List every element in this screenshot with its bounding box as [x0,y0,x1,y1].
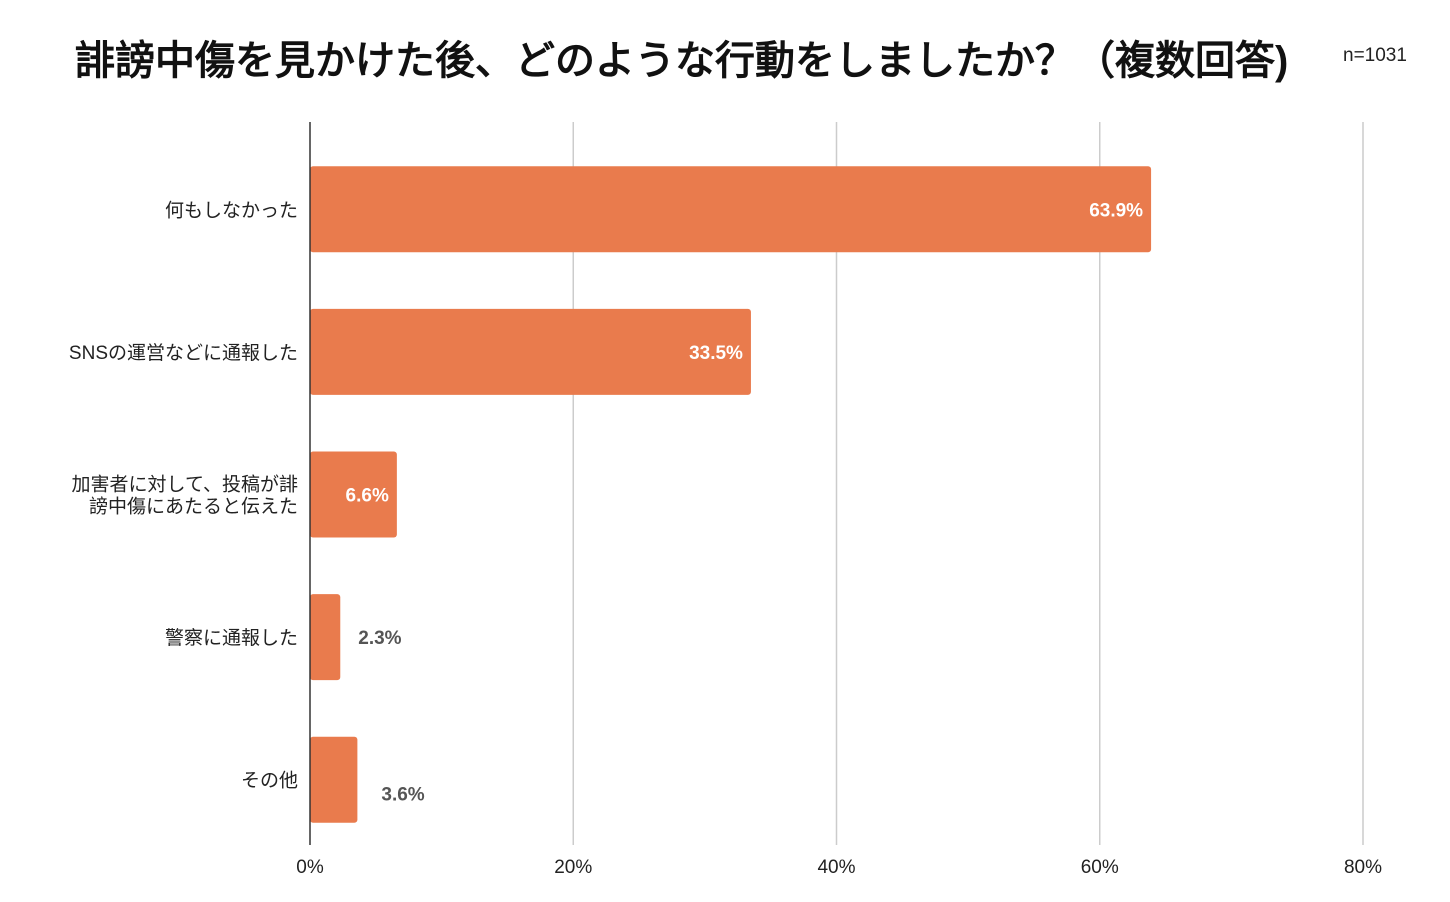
bar [310,166,1152,253]
category-label: SNSの運営などに通報した [69,342,298,364]
sample-size: n=1031 [1343,45,1407,66]
category-label: その他 [241,770,298,792]
bar [310,594,341,681]
x-tick-label: 60% [1081,857,1119,878]
bar [310,308,751,395]
x-tick-label: 80% [1344,857,1382,878]
bar [310,451,397,538]
x-tick-label: 40% [817,857,855,878]
bar [310,736,358,823]
data-label: 63.9% [1089,200,1143,221]
chart-title: 誹謗中傷を見かけた後、どのような行動をしましたか？（複数回答) [75,39,1289,83]
category-label: 警察に通報した [165,627,298,649]
category-label: 謗中傷にあたると伝えた [89,496,298,518]
x-tick-label: 20% [554,857,592,878]
category-label: 何もしなかった [165,199,298,221]
data-label: 2.3% [358,628,401,649]
data-label: 3.6% [381,785,424,806]
category-label: 加害者に対して、投稿が誹 [72,474,298,496]
x-tick-label: 0% [296,857,324,878]
data-label: 33.5% [689,343,743,364]
data-label: 6.6% [346,486,389,507]
